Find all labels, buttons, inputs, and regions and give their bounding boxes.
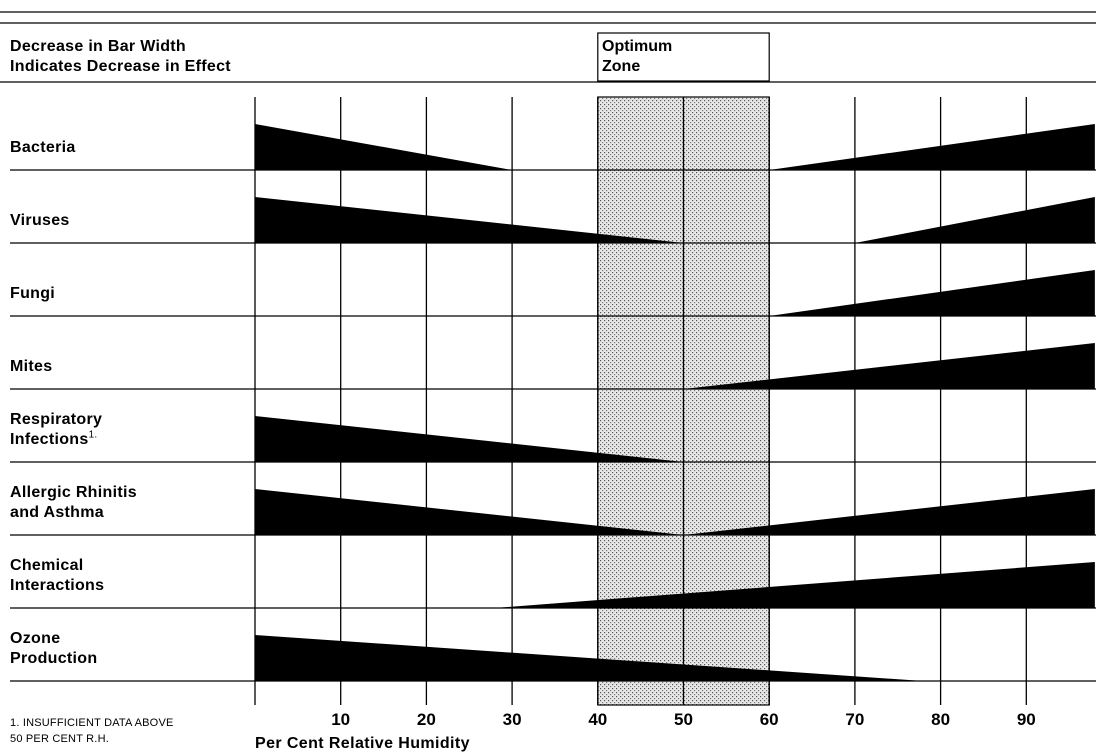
category-label-line: Viruses (10, 212, 70, 229)
category-label-line: Infections1. (10, 429, 98, 448)
category-label-line: Allergic Rhinitis (10, 484, 137, 501)
optimum-zone-label-line2: Zone (602, 58, 641, 75)
x-tick-label-60: 60 (759, 710, 779, 729)
category-label-line: Fungi (10, 285, 56, 302)
category-label-chemical-interactions: Chemical Interactions (10, 556, 104, 596)
bar-respiratory-infections-1 (255, 416, 684, 462)
legend-note: Decrease in Bar Width Indicates Decrease… (10, 37, 231, 77)
x-tick-label-70: 70 (845, 710, 865, 729)
category-label-line: Production (10, 650, 98, 667)
category-label-line: Respiratory (10, 411, 103, 428)
footnote-line1: 1. INSUFFICIENT DATA ABOVE (10, 717, 174, 729)
category-label-line: Chemical (10, 557, 84, 574)
bar-chemical-interactions-1 (494, 562, 1095, 608)
x-axis-label: Per Cent Relative Humidity (255, 735, 470, 752)
category-label-ozone-production: Ozone Production (10, 629, 97, 669)
category-label-line: Ozone (10, 630, 61, 647)
optimum-zone-header-box (597, 32, 770, 82)
category-label-respiratory-infections: Respiratory Infections1. (10, 410, 102, 450)
x-tick-label-30: 30 (502, 710, 522, 729)
optimum-zone-label: Optimum Zone (602, 37, 672, 77)
category-label-line: Interactions (10, 577, 105, 594)
bar-mites-1 (683, 343, 1095, 389)
bar-bacteria-1 (255, 124, 513, 170)
bar-allergic-rhinitis-and-asthma-2 (683, 489, 1095, 535)
x-tick-label-80: 80 (931, 710, 951, 729)
category-label-viruses: Viruses (10, 211, 70, 231)
category-label-bacteria: Bacteria (10, 138, 76, 158)
category-label-mites: Mites (10, 357, 52, 377)
footnote-mark: 1. (88, 429, 98, 441)
chart-frame (0, 11, 1096, 83)
x-tick-label-50: 50 (674, 710, 693, 729)
category-label-line: and Asthma (10, 504, 104, 521)
bar-viruses-1 (255, 197, 684, 243)
bar-ozone-production-1 (255, 635, 924, 681)
category-label-fungi: Fungi (10, 284, 55, 304)
bar-allergic-rhinitis-and-asthma-1 (255, 489, 684, 535)
x-tick-label-40: 40 (588, 710, 608, 729)
optimum-zone-label-line1: Optimum (602, 38, 673, 55)
footnote-line2: 50 PER CENT R.H. (10, 733, 109, 745)
footnote: 1. INSUFFICIENT DATA ABOVE 50 PER CENT R… (10, 715, 174, 747)
legend-note-line2: Indicates Decrease in Effect (10, 58, 231, 75)
category-label-allergic-rhinitis-and-asthma: Allergic Rhinitis and Asthma (10, 483, 137, 523)
bar-series (10, 124, 1096, 682)
bar-fungi-1 (769, 270, 1095, 316)
x-tick-label-10: 10 (331, 710, 351, 729)
x-tick-label-90: 90 (1016, 710, 1036, 729)
x-tick-label-20: 20 (416, 710, 436, 729)
legend-note-line1: Decrease in Bar Width (10, 38, 186, 55)
bar-bacteria-2 (769, 124, 1095, 170)
category-label-line: Mites (10, 358, 53, 375)
category-label-line: Bacteria (10, 139, 76, 156)
bar-viruses-2 (854, 197, 1095, 243)
